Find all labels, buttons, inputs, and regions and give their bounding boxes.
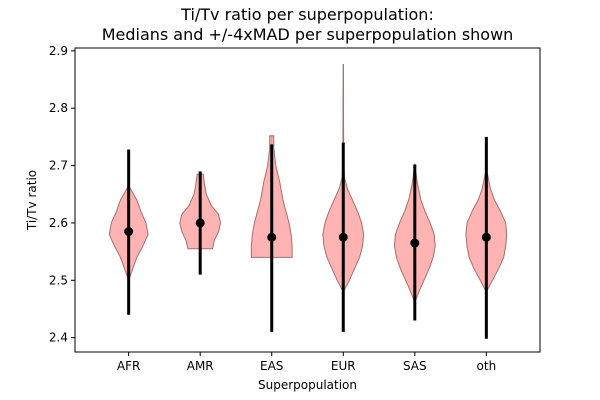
x-axis-label: Superpopulation [258, 378, 357, 392]
violin-group-afr [108, 149, 149, 315]
x-tick-label: EUR [331, 359, 356, 373]
chart-title-line2: Medians and +/-4xMAD per superpopulation… [102, 25, 514, 44]
x-tick-label: EAS [260, 359, 283, 373]
plot-content [108, 64, 508, 339]
x-tick-label: oth [477, 359, 497, 373]
plot-frame [74, 47, 541, 353]
median-marker [338, 232, 348, 242]
median-marker [124, 227, 134, 237]
y-tick-label: 2.8 [49, 101, 68, 115]
y-axis-label: Ti/Tv ratio [25, 170, 39, 231]
violin-group-oth [465, 136, 508, 339]
violin-group-sas [393, 163, 436, 321]
x-tick-label: AMR [187, 359, 214, 373]
median-marker [195, 218, 205, 228]
y-tick-label: 2.6 [49, 216, 68, 230]
x-tick-label: AFR [117, 359, 140, 373]
x-tick-label: SAS [403, 359, 427, 373]
y-tick-label: 2.7 [49, 159, 68, 173]
violin-group-amr [179, 171, 222, 275]
violin-group-eas [250, 135, 293, 332]
violin-group-eur [322, 64, 365, 332]
median-marker [481, 232, 491, 242]
y-tick-label: 2.9 [49, 44, 68, 58]
chart-title-line1: Ti/Tv ratio per superpopulation: [180, 5, 434, 24]
y-tick-label: 2.5 [49, 273, 68, 287]
x-axis: AFR AMR EAS EUR SAS oth [117, 352, 496, 373]
y-tick-label: 2.4 [49, 331, 68, 345]
y-axis: 2.4 2.5 2.6 2.7 2.8 2.9 [49, 44, 75, 345]
median-marker [410, 238, 420, 248]
median-marker [267, 232, 277, 242]
